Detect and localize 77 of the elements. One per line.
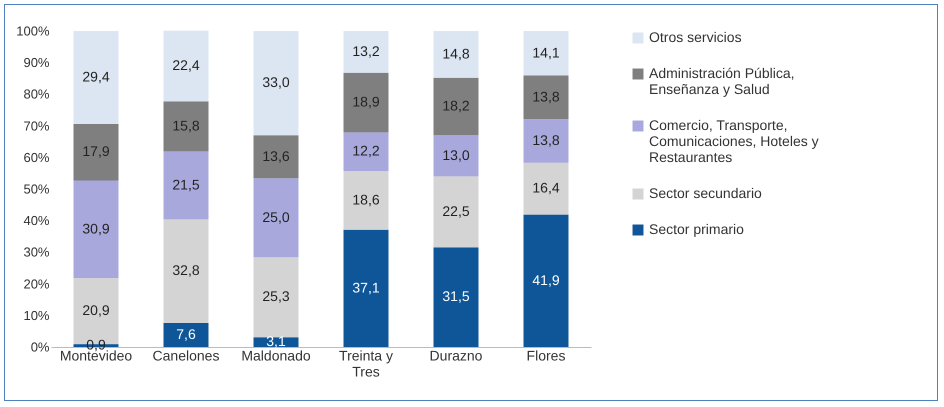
y-tick-label: 80%	[23, 86, 50, 102]
data-label: 13,2	[352, 42, 380, 59]
data-label: 22,5	[442, 202, 470, 219]
bar	[524, 214, 568, 347]
bar	[164, 322, 208, 347]
bar	[344, 72, 388, 132]
bar	[524, 31, 568, 76]
data-label: 25,0	[262, 208, 290, 225]
y-tick-label: 10%	[23, 308, 50, 323]
data-label: 41,9	[532, 272, 560, 288]
legend-label: Sector secundario	[649, 185, 762, 201]
data-label: 12,2	[352, 142, 380, 159]
data-label: 22,4	[172, 57, 200, 74]
data-label: 18,6	[352, 191, 380, 208]
data-label: 37,1	[352, 279, 380, 296]
data-label: 7,6	[176, 326, 196, 342]
data-label: 18,9	[352, 94, 380, 110]
bar	[164, 219, 208, 323]
data-label: 14,8	[442, 45, 470, 62]
bar	[164, 30, 208, 102]
bar	[524, 119, 568, 163]
legend-label: Comercio, Transporte, Comunicaciones, Hoteles y Restaurantes	[649, 117, 819, 165]
legend-label: Otros servicios	[649, 29, 742, 45]
bar	[434, 31, 478, 78]
bar	[74, 124, 118, 180]
data-label: 33,0	[262, 74, 290, 90]
data-label: 13,6	[262, 148, 290, 164]
bar	[434, 78, 478, 136]
data-label: 17,9	[82, 143, 110, 160]
data-label: 13,0	[442, 146, 470, 163]
bar	[344, 31, 388, 73]
legend-label: Sector primario	[649, 221, 744, 237]
bar	[524, 162, 568, 215]
data-label: 21,5	[172, 176, 200, 192]
data-label: 32,8	[172, 262, 200, 278]
bar	[434, 135, 478, 176]
y-tick-label: 70%	[23, 118, 50, 134]
data-label: 13,8	[532, 88, 560, 104]
bar	[434, 247, 478, 347]
data-label: 16,4	[532, 180, 560, 196]
data-label: 31,5	[442, 288, 470, 304]
bar	[164, 101, 208, 152]
x-tick-label: Flores	[526, 348, 566, 364]
y-tick-label: 100%	[16, 24, 50, 38]
bar	[524, 76, 568, 120]
y-tick-label: 90%	[23, 55, 50, 70]
data-label: 20,9	[82, 302, 110, 318]
y-tick-label: 30%	[23, 244, 50, 260]
bar	[254, 257, 298, 338]
data-label: 14,1	[532, 44, 560, 60]
bar	[344, 170, 388, 230]
y-tick-label: 0%	[30, 340, 50, 354]
bar	[254, 31, 298, 136]
data-label: 3,1	[266, 333, 286, 350]
y-tick-label: 50%	[23, 182, 50, 196]
x-tick-label: Canelones	[152, 348, 220, 364]
legend-label: Administración Pública, Enseñanza y Salud	[649, 65, 795, 97]
y-tick-label: 20%	[23, 276, 50, 292]
x-tick-label: Treinta y Tres	[339, 348, 393, 380]
bar	[254, 178, 298, 258]
bar	[164, 151, 208, 220]
data-label: 18,2	[442, 98, 470, 114]
bar	[434, 176, 478, 248]
data-label: 25,3	[262, 288, 290, 304]
x-tick-label: Durazno	[430, 348, 483, 364]
bar	[344, 230, 388, 347]
bar	[344, 132, 388, 171]
data-label: 13,8	[532, 132, 560, 148]
x-tick-label: Maldonado	[241, 348, 311, 364]
bar	[74, 180, 118, 278]
data-label: 29,4	[82, 68, 110, 84]
y-tick-label: 60%	[23, 150, 50, 165]
y-tick-label: 40%	[23, 213, 50, 228]
data-label: 15,8	[172, 117, 200, 134]
bar	[74, 31, 118, 124]
bar	[254, 135, 298, 178]
data-label: 30,9	[82, 220, 110, 236]
